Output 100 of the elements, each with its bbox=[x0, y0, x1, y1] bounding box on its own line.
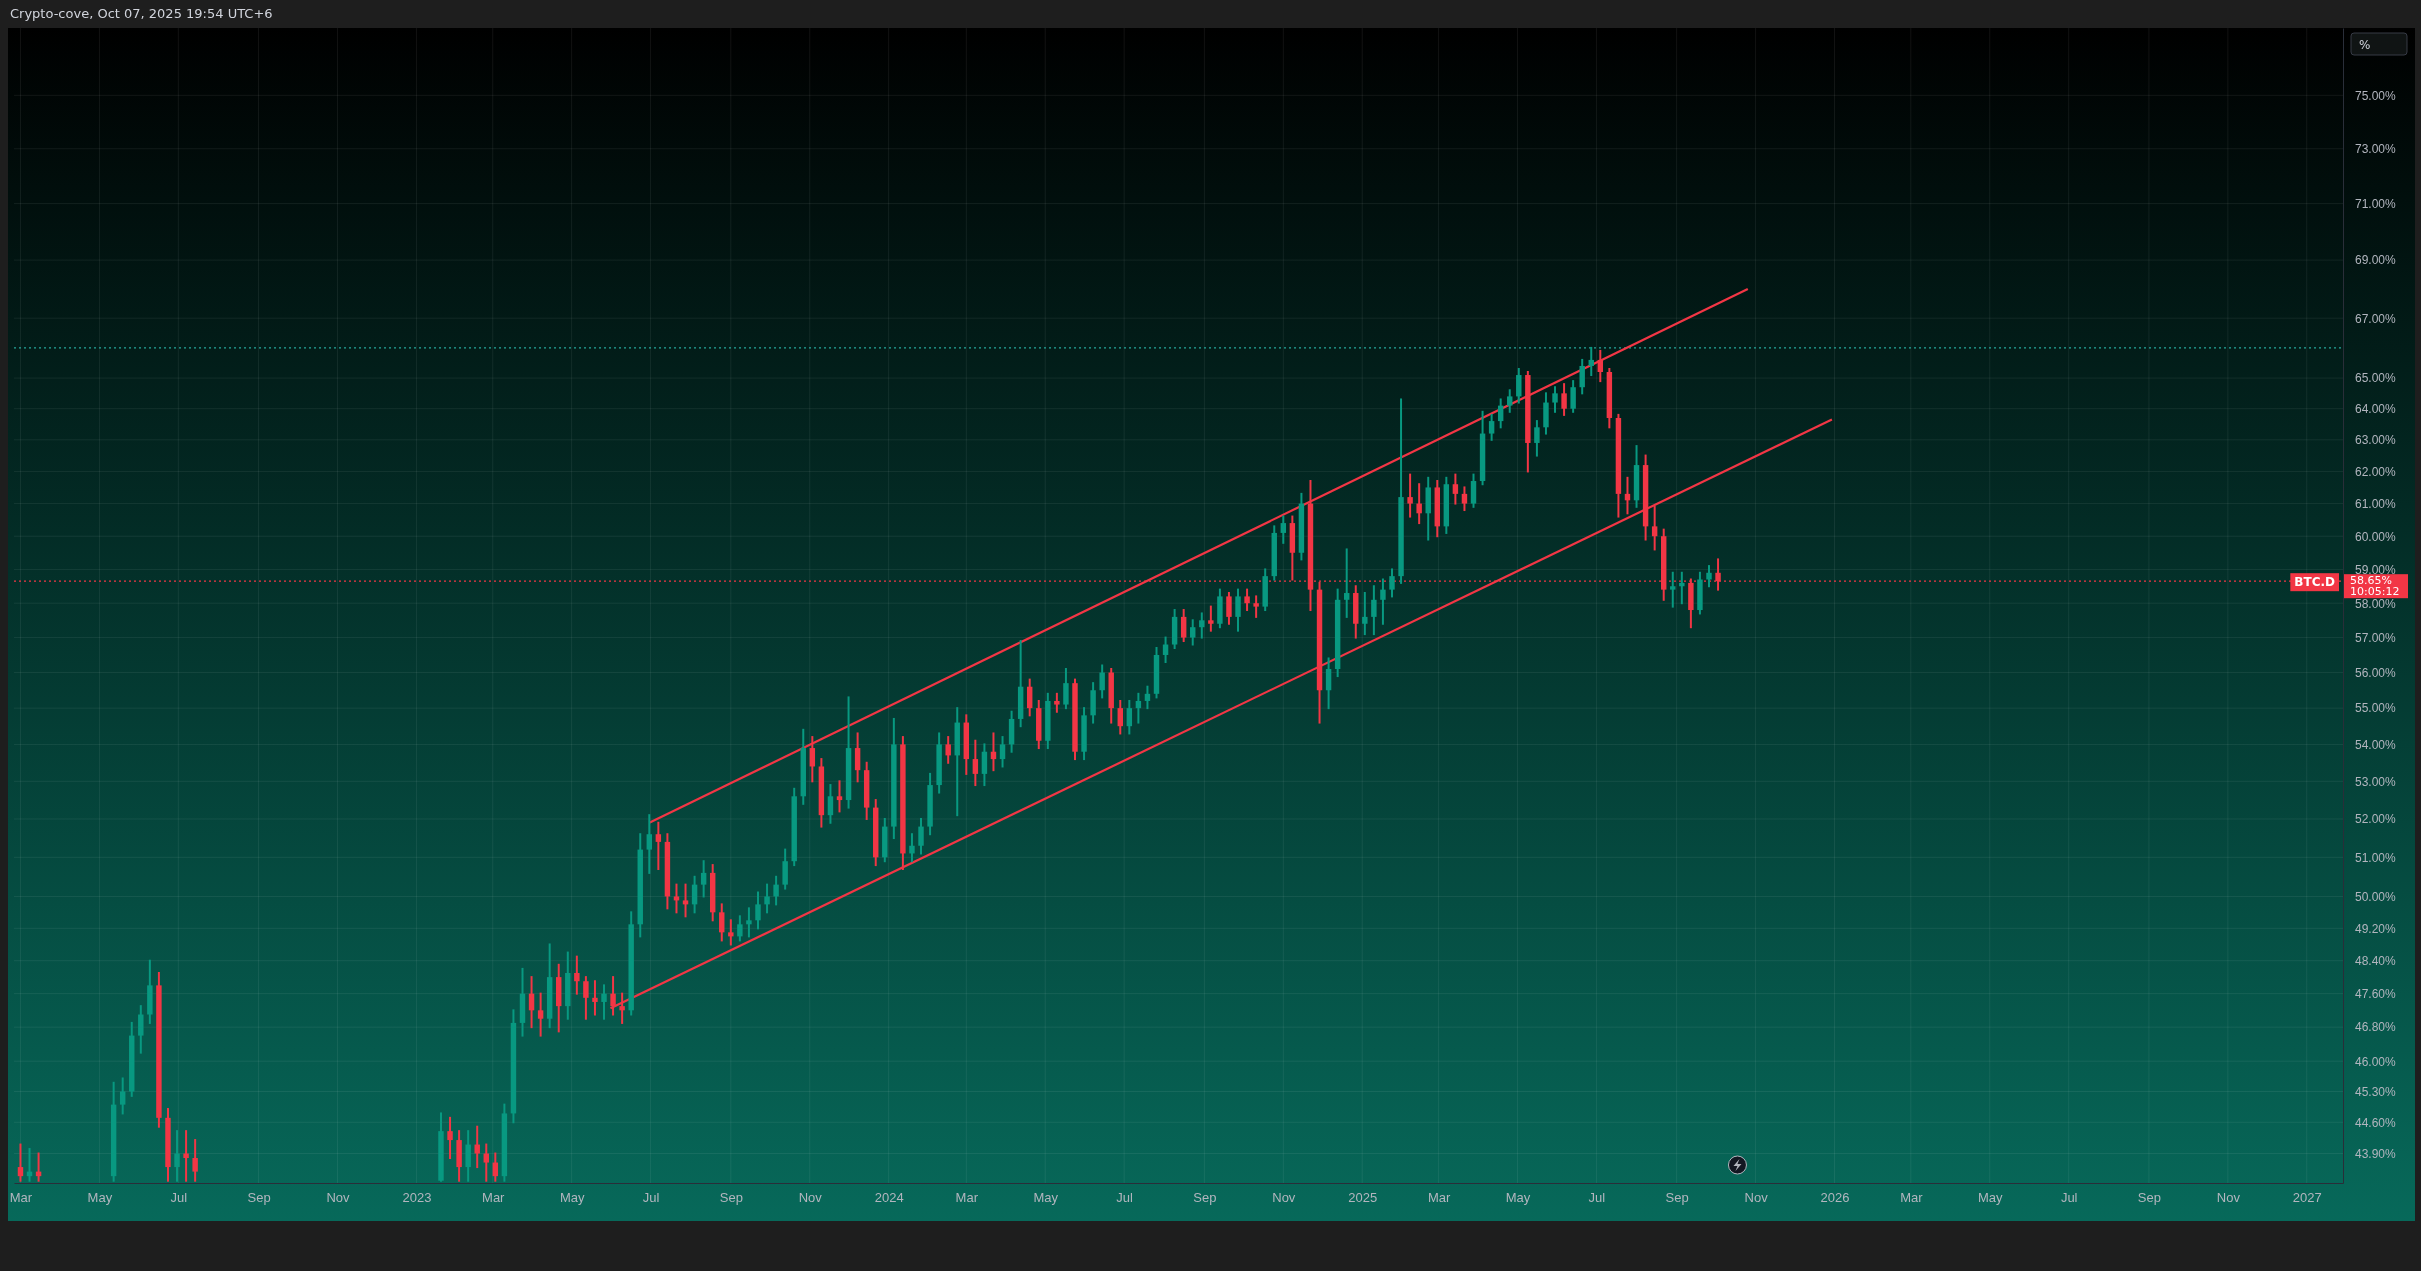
y-tick-label: 51.00% bbox=[2355, 850, 2397, 865]
candlestick bbox=[1534, 420, 1540, 457]
x-tick-label: Mar bbox=[955, 1190, 979, 1206]
candlestick bbox=[1235, 588, 1241, 632]
y-tick-label: 44.60% bbox=[2355, 1115, 2397, 1130]
y-tick-label: 65.00% bbox=[2355, 371, 2397, 386]
candlestick bbox=[918, 817, 924, 855]
ref-line-label: BTC.D bbox=[2294, 575, 2336, 590]
candlestick bbox=[1280, 515, 1287, 544]
candlestick bbox=[1117, 699, 1123, 735]
y-tick-label: 75.00% bbox=[2355, 88, 2397, 103]
y-tick-label: 43.90% bbox=[2355, 1146, 2397, 1161]
candlestick bbox=[1389, 568, 1395, 598]
candlestick bbox=[1343, 548, 1350, 618]
x-tick-label: Jul bbox=[1116, 1190, 1134, 1206]
y-tick-label: 60.00% bbox=[2355, 529, 2397, 544]
candlestick bbox=[809, 736, 816, 783]
x-tick-label: Mar bbox=[482, 1190, 506, 1206]
x-tick-label: 2024 bbox=[874, 1190, 904, 1206]
x-tick-label: 2025 bbox=[1348, 1190, 1378, 1206]
candlestick bbox=[945, 736, 951, 764]
y-tick-label: 56.00% bbox=[2355, 665, 2397, 680]
candlestick bbox=[682, 883, 689, 918]
y-tick-label: 63.00% bbox=[2355, 433, 2397, 448]
candlestick bbox=[854, 732, 861, 783]
candlestick bbox=[1244, 588, 1250, 612]
candlestick bbox=[574, 955, 580, 995]
candlestick bbox=[909, 833, 915, 863]
candlestick bbox=[655, 821, 662, 870]
candlestick bbox=[1470, 473, 1477, 508]
candlestick bbox=[1570, 380, 1576, 413]
chart-title: Crypto-cove, Oct 07, 2025 19:54 UTC+6 bbox=[10, 6, 273, 21]
x-tick-label: 2027 bbox=[2292, 1190, 2322, 1206]
candlestick bbox=[1561, 383, 1567, 416]
x-tick-label: 2023 bbox=[402, 1190, 432, 1206]
candlestick bbox=[1380, 578, 1386, 625]
candlestick bbox=[1507, 389, 1513, 413]
candlestick bbox=[1670, 571, 1676, 608]
candlestick bbox=[1208, 605, 1214, 632]
candlestick bbox=[1461, 486, 1468, 512]
candlestick bbox=[1144, 685, 1151, 710]
candlestick bbox=[1099, 664, 1105, 699]
y-tick-label: 69.00% bbox=[2355, 253, 2397, 268]
candlestick bbox=[583, 976, 589, 1020]
y-tick-label: 46.00% bbox=[2355, 1054, 2397, 1069]
candlestick bbox=[782, 848, 788, 890]
x-tick-label: Jul bbox=[642, 1190, 660, 1206]
y-tick-label: 50.00% bbox=[2355, 889, 2397, 904]
text: 10:05:12 bbox=[2350, 585, 2400, 599]
x-tick-label: Sep bbox=[247, 1190, 271, 1206]
y-tick-label: 61.00% bbox=[2355, 496, 2397, 511]
candlestick bbox=[1588, 346, 1594, 377]
y-tick-label: 54.00% bbox=[2355, 737, 2397, 752]
candlestick bbox=[138, 1005, 144, 1054]
y-tick-label: 59.00% bbox=[2355, 562, 2397, 577]
candlestick bbox=[1452, 473, 1459, 505]
y-tick-label: 57.00% bbox=[2355, 630, 2397, 645]
candlestick bbox=[1325, 657, 1332, 710]
x-tick-label: Jul bbox=[170, 1190, 188, 1206]
candlestick bbox=[755, 891, 761, 930]
candlestick bbox=[1488, 413, 1495, 441]
x-tick-label: Jul bbox=[1588, 1190, 1606, 1206]
y-tick-label: 52.00% bbox=[2355, 812, 2397, 827]
candlestick bbox=[537, 992, 544, 1037]
candlestick bbox=[1371, 585, 1377, 636]
candlestick bbox=[836, 780, 843, 813]
candlestick bbox=[1253, 595, 1259, 618]
x-tick-label: May bbox=[1505, 1190, 1531, 1206]
x-tick-label: Nov bbox=[2216, 1190, 2241, 1206]
y-tick-label: 71.00% bbox=[2355, 196, 2397, 211]
y-tick-label: 47.60% bbox=[2355, 986, 2397, 1001]
candlestick bbox=[764, 883, 770, 914]
x-tick-label: Mar bbox=[9, 1190, 33, 1206]
x-tick-label: 2026 bbox=[1820, 1190, 1850, 1206]
candlestick bbox=[1362, 592, 1368, 636]
candlestick bbox=[737, 915, 743, 942]
candlestick bbox=[1651, 505, 1658, 551]
y-tick-label: 64.00% bbox=[2355, 402, 2397, 417]
candlestick bbox=[1063, 668, 1069, 710]
x-tick-label: May bbox=[87, 1190, 113, 1206]
x-tick-label: Nov bbox=[798, 1190, 823, 1206]
x-tick-label: Sep bbox=[2137, 1190, 2161, 1206]
x-tick-label: Sep bbox=[719, 1190, 743, 1206]
y-tick-label: 62.00% bbox=[2355, 464, 2397, 479]
candlestick bbox=[972, 739, 979, 787]
candlestick bbox=[474, 1125, 480, 1169]
candlestick bbox=[1180, 609, 1187, 643]
x-tick-label: Nov bbox=[326, 1190, 351, 1206]
y-tick-label: 58.00% bbox=[2355, 596, 2397, 611]
x-tick-label: Nov bbox=[1744, 1190, 1769, 1206]
candlestick bbox=[465, 1130, 471, 1182]
y-axis-title: % bbox=[2359, 38, 2371, 52]
candlestick bbox=[673, 883, 680, 914]
candlestick bbox=[1135, 692, 1142, 724]
candlestick bbox=[700, 860, 707, 898]
text: 58.65% bbox=[2350, 574, 2392, 588]
candlestick bbox=[447, 1116, 453, 1160]
candlestick bbox=[192, 1139, 198, 1182]
y-tick-label: 67.00% bbox=[2355, 311, 2397, 326]
candlestick bbox=[827, 784, 834, 824]
